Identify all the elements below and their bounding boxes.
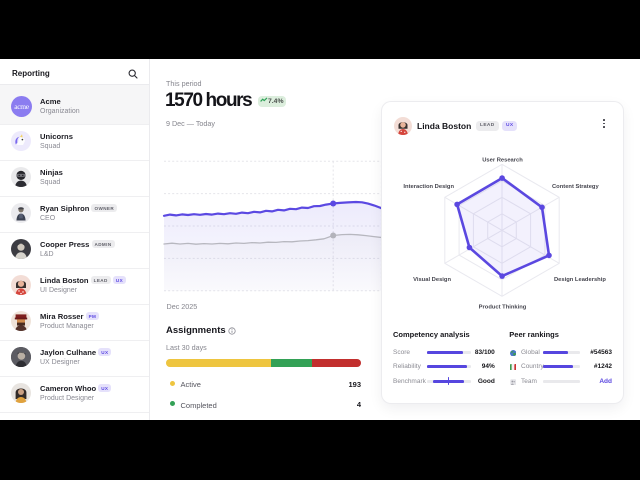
svg-text:Interaction Design: Interaction Design (403, 184, 454, 190)
svg-text:Design Leadership: Design Leadership (554, 277, 606, 283)
svg-text:Visual Design: Visual Design (413, 277, 451, 283)
svg-text:User Research: User Research (482, 158, 523, 164)
svg-text:Product Thinking: Product Thinking (479, 305, 527, 311)
svg-text:Content Strategy: Content Strategy (552, 184, 599, 190)
